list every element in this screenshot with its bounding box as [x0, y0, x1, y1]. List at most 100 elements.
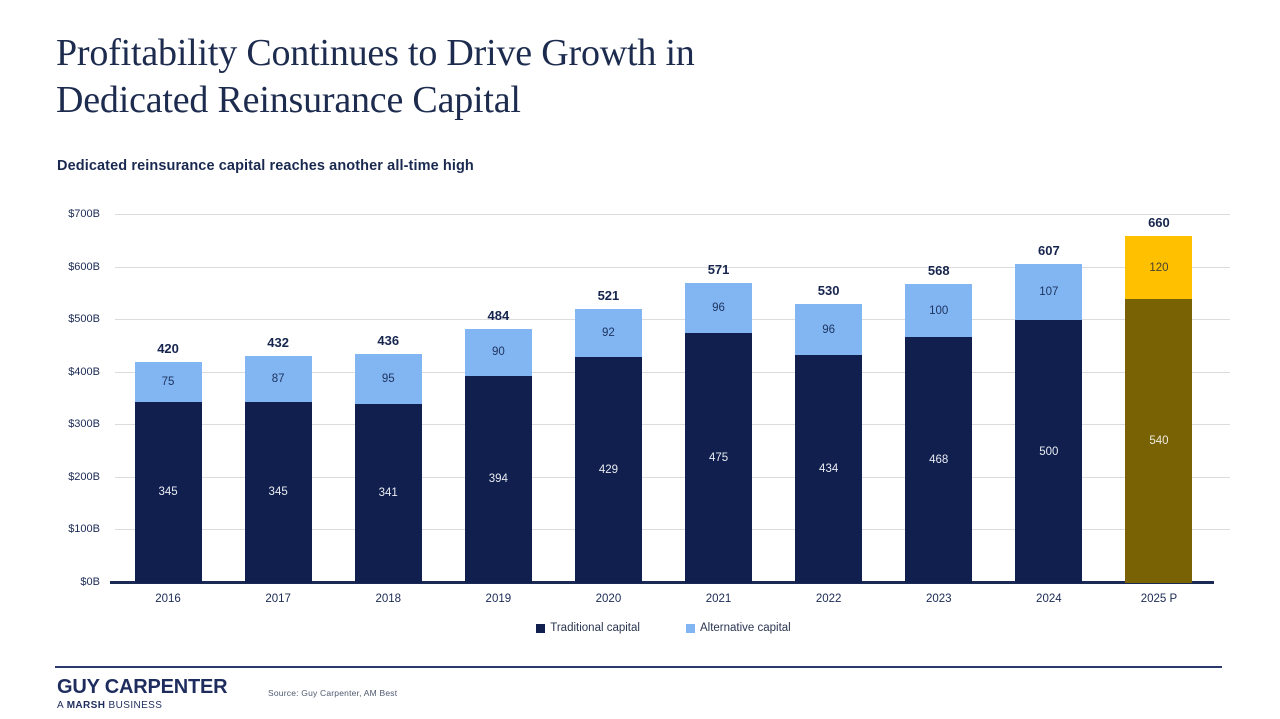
bar-total-label: 420	[157, 341, 179, 357]
x-tick-label-2023: 2023	[925, 593, 952, 605]
bar-segment-alternative-capital-2016: 75	[134, 362, 202, 402]
bar-column-2016: 420 75 345	[113, 215, 223, 583]
y-tick-label: $0B	[80, 576, 100, 588]
bar-segment-traditional-capital-2020: 429	[574, 357, 642, 583]
chart-legend: Traditional capital Alternative capital	[113, 622, 1214, 634]
bar-column-2017: 432 87 345	[223, 215, 333, 583]
legend-label-alternative: Alternative capital	[699, 622, 791, 634]
bar-segment-alternative-capital-2017: 87	[244, 355, 312, 402]
bar-segment-traditional-capital-2018: 341	[354, 403, 422, 583]
gridline-$400B	[115, 371, 1230, 373]
bar-value-label: 394	[488, 473, 508, 486]
bar-value-label: 96	[712, 302, 725, 315]
bar-total-label: 571	[707, 261, 730, 277]
y-tick-label: $200B	[68, 470, 100, 483]
gridline-$300B	[115, 424, 1230, 426]
bar-value-label: 341	[378, 487, 398, 500]
bar-total-label: 521	[597, 288, 620, 304]
logo-tagline-suffix: BUSINESS	[105, 700, 163, 711]
bar-value-label: 92	[602, 327, 615, 340]
legend-label-traditional: Traditional capital	[550, 622, 640, 634]
legend-item-alternative: Alternative capital	[685, 622, 791, 634]
bar-segment-traditional-capital-2017: 345	[244, 401, 312, 583]
x-tick-label-2022: 2022	[815, 593, 842, 605]
logo-tagline-bold: MARSH	[66, 700, 106, 711]
gridline-$600B	[115, 266, 1230, 268]
bar-segment-traditional-capital-2019: 394	[464, 375, 532, 583]
bar-value-label: 434	[819, 462, 839, 475]
bar-column-2025 P: 660 120 540	[1104, 215, 1214, 583]
bar-total-label: 607	[1037, 242, 1060, 258]
bar-column-2018: 436 95 341	[333, 215, 443, 583]
bar-value-label: 345	[158, 486, 178, 499]
y-tick-label: $500B	[68, 313, 100, 326]
x-tick-label-2018: 2018	[375, 593, 402, 605]
bar-segment-alternative-capital-2018: 95	[354, 353, 422, 404]
bar-segment-alternative-capital-2023: 100	[905, 284, 973, 337]
bar-segment-traditional-capital-2021: 475	[685, 333, 753, 583]
bar-column-2023: 568 100 468	[884, 215, 994, 583]
bar-value-label: 475	[708, 452, 729, 465]
bar-value-label: 95	[381, 372, 395, 385]
bar-total-label: 432	[267, 334, 289, 350]
bar-value-label: 96	[822, 323, 836, 336]
bar-value-label: 90	[491, 346, 505, 359]
gridline-$500B	[115, 319, 1230, 321]
bar-segment-alternative-capital-2025 P: 120	[1125, 236, 1193, 300]
bar-value-label: 345	[268, 486, 288, 499]
bar-segment-traditional-capital-2025 P: 540	[1125, 299, 1193, 583]
plot-area: 420 75 345 432 87 345 436 95 341 484 90 394 521 92 429…	[110, 214, 1230, 584]
y-tick-label: $300B	[68, 418, 100, 431]
x-tick-label-2025 P: 2025 P	[1140, 593, 1178, 605]
x-tick-label-2020: 2020	[595, 593, 622, 605]
bar-value-label: 500	[1039, 445, 1059, 458]
legend-item-traditional: Traditional capital	[536, 622, 640, 634]
bar-segment-alternative-capital-2024: 107	[1015, 263, 1083, 321]
gridline-$700B	[115, 214, 1230, 215]
y-tick-label: $400B	[68, 365, 100, 378]
bar-segment-alternative-capital-2019: 90	[464, 328, 532, 376]
bar-value-label: 429	[598, 464, 619, 477]
x-tick-label-2024: 2024	[1036, 593, 1062, 605]
bar-value-label: 540	[1149, 435, 1169, 448]
bar-segment-traditional-capital-2022: 434	[795, 354, 863, 583]
x-tick-label-2017: 2017	[265, 593, 291, 605]
bar-total-label: 484	[487, 307, 510, 323]
bar-value-label: 75	[161, 375, 175, 388]
x-tick-label-2021: 2021	[705, 593, 732, 605]
page-title: Profitability Continues to Drive Growth …	[56, 30, 956, 123]
bar-segment-alternative-capital-2022: 96	[795, 304, 863, 355]
bar-total-label: 660	[1148, 215, 1170, 231]
bar-segment-alternative-capital-2020: 92	[574, 309, 642, 358]
page-title-line1: Profitability Continues to Drive Growth …	[56, 32, 695, 74]
x-tick-label-2016: 2016	[155, 593, 181, 605]
bar-value-label: 120	[1149, 261, 1169, 274]
bar-segment-alternative-capital-2021: 96	[685, 282, 753, 334]
bar-column-2021: 571 96 475	[664, 215, 774, 583]
chart: $0B $100B $200B $300B $400B $500B $600B $700B 4…	[0, 208, 1280, 635]
y-tick-label: $100B	[68, 523, 100, 536]
page-title-line2: Dedicated Reinsurance Capital	[56, 78, 521, 121]
traditional-capital-swatch-icon	[536, 623, 546, 633]
logo-tagline-prefix: A	[57, 700, 67, 711]
bar-value-label: 107	[1039, 286, 1059, 299]
y-tick-label: $600B	[68, 260, 100, 273]
bar-column-2020: 521 92 429	[553, 215, 663, 583]
bar-segment-traditional-capital-2024: 500	[1015, 320, 1083, 583]
source-note: Source: Guy Carpenter, AM Best	[268, 688, 398, 698]
bar-segment-traditional-capital-2023: 468	[905, 336, 973, 583]
bar-total-label: 530	[817, 283, 840, 299]
gridline-$100B	[115, 529, 1230, 531]
alternative-capital-swatch-icon	[685, 623, 695, 633]
bar-segment-traditional-capital-2016: 345	[134, 401, 202, 583]
bar-column-2024: 607 107 500	[994, 215, 1104, 583]
x-axis-line	[110, 581, 1214, 584]
bar-value-label: 87	[271, 372, 285, 385]
guy-carpenter-logo: GUY CARPENTER A MARSH BUSINESS	[57, 676, 228, 711]
y-tick-label: $700B	[68, 208, 100, 220]
x-tick-label-2019: 2019	[485, 593, 512, 605]
footer-divider	[55, 666, 1222, 668]
bar-value-label: 468	[929, 453, 949, 466]
chart-title: Dedicated reinsurance capital reaches an…	[57, 158, 474, 174]
